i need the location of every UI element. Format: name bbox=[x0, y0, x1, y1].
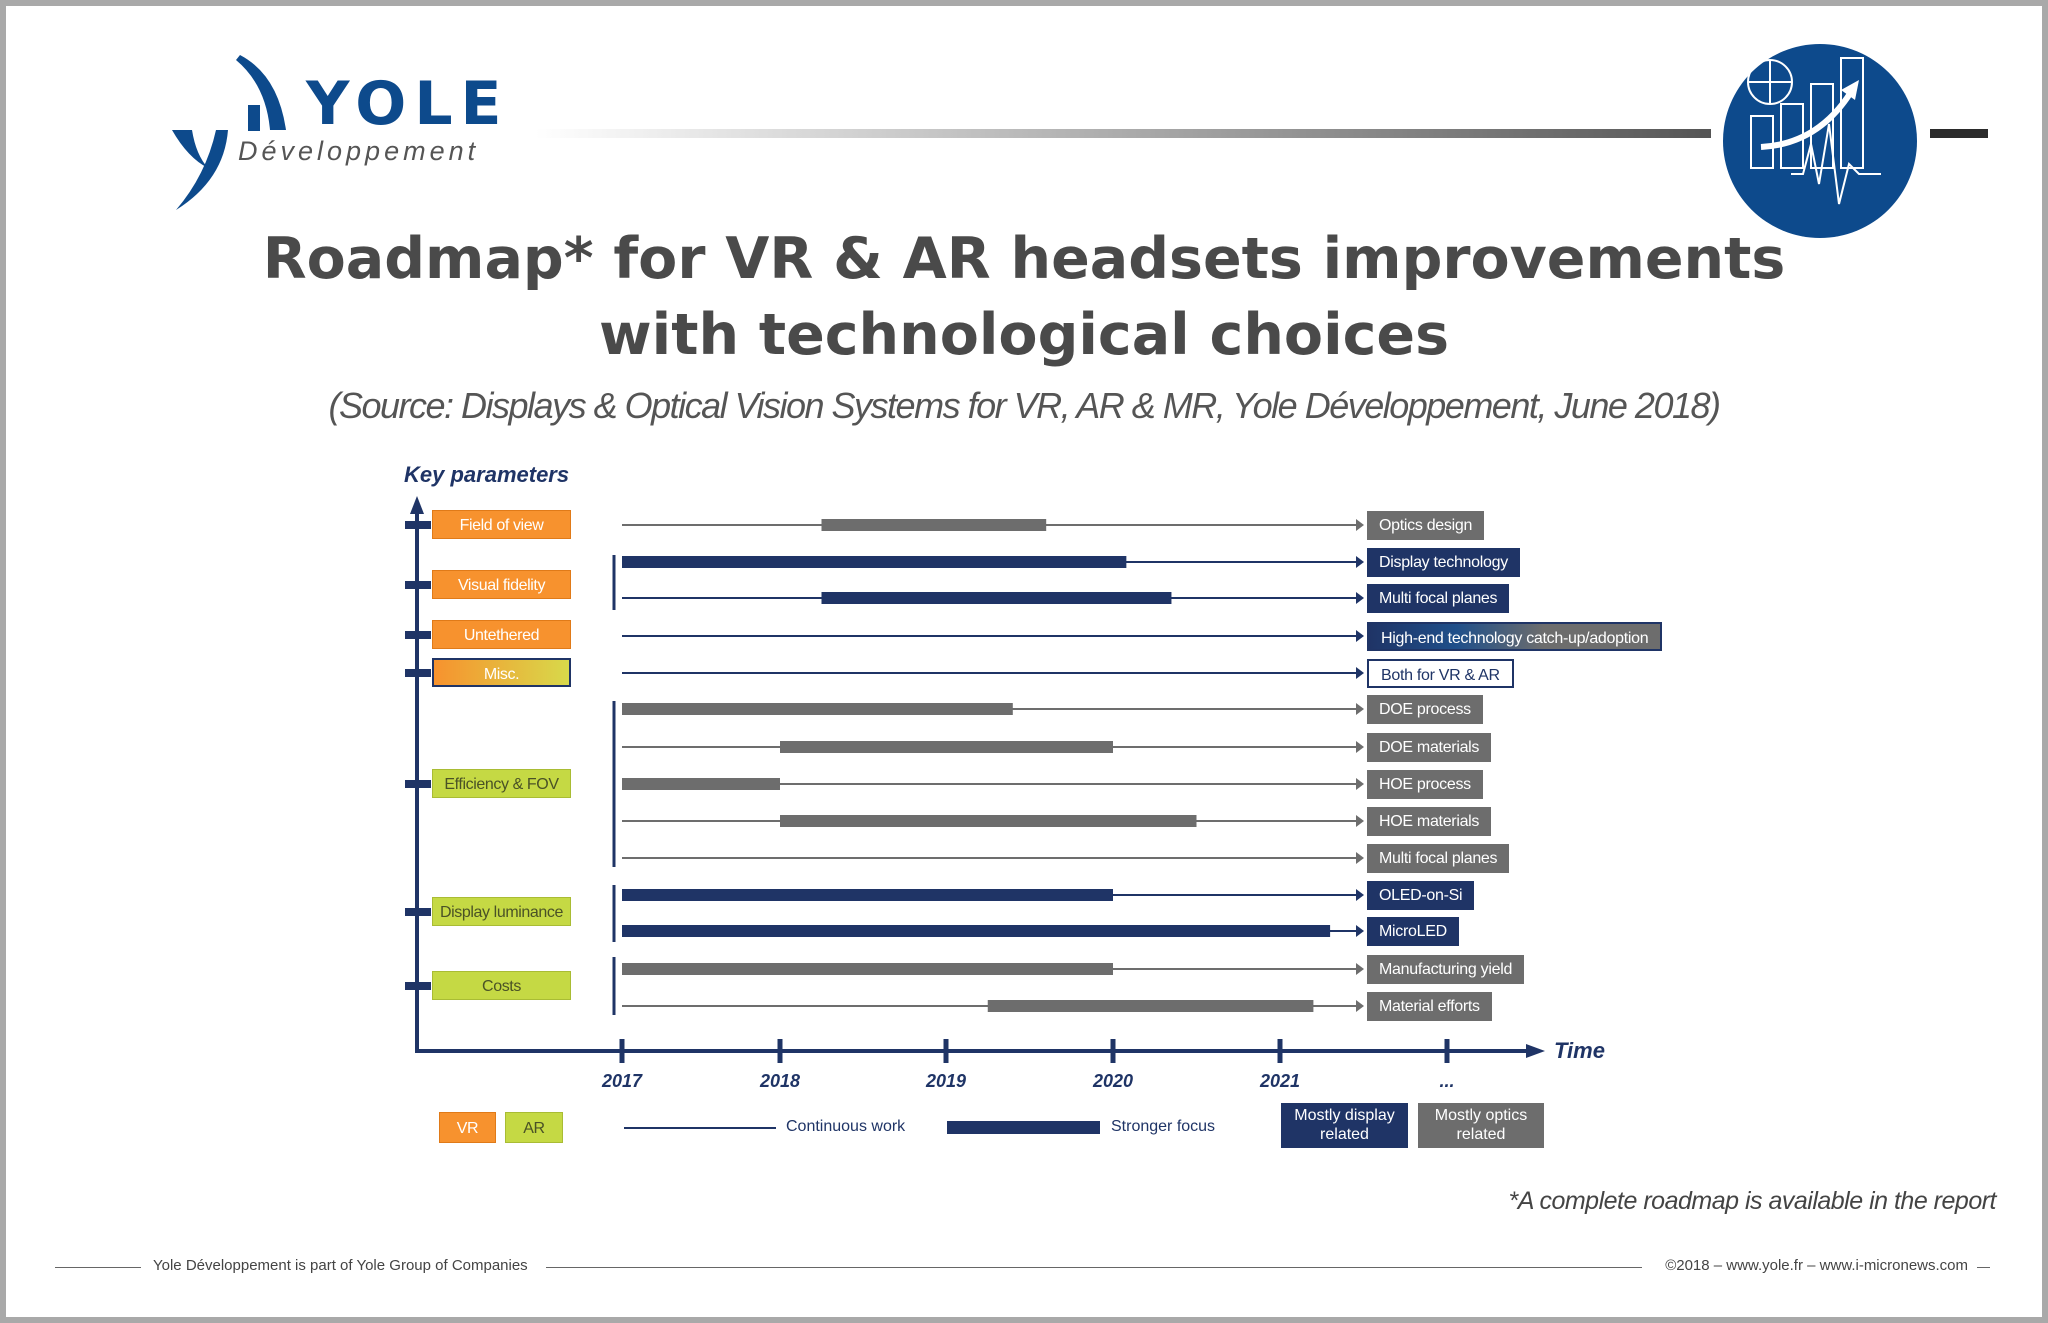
x-tick-label: 2019 bbox=[925, 1071, 967, 1091]
stronger-focus-bar bbox=[622, 963, 1113, 975]
legend-optics-related: Mostly optics related bbox=[1418, 1103, 1544, 1148]
parameter-display-luminance: Display luminance bbox=[432, 897, 571, 926]
row-arrow-icon bbox=[1356, 592, 1364, 604]
row-arrow-icon bbox=[1356, 1000, 1364, 1012]
y-tick bbox=[405, 780, 431, 788]
x-axis-arrow-icon bbox=[1526, 1044, 1545, 1058]
legend-continuous-line bbox=[624, 1127, 776, 1129]
stronger-focus-bar bbox=[622, 925, 1331, 937]
source-citation: (Source: Displays & Optical Vision Syste… bbox=[328, 385, 1721, 426]
parameter-costs: Costs bbox=[432, 971, 571, 1000]
row-arrow-icon bbox=[1356, 815, 1364, 827]
stronger-focus-bar bbox=[780, 815, 1197, 827]
analytics-badge-icon bbox=[1723, 44, 1917, 238]
row-arrow-icon bbox=[1356, 667, 1364, 679]
x-tick-label: ... bbox=[1439, 1071, 1455, 1091]
row-arrow-icon bbox=[1356, 778, 1364, 790]
parameter-untethered: Untethered bbox=[432, 620, 571, 649]
row-label: HOE materials bbox=[1367, 807, 1492, 836]
legend-display-line2: related bbox=[1320, 1126, 1369, 1143]
y-axis-label: Key parameters bbox=[404, 462, 570, 487]
parameter-efficiency-fov: Efficiency & FOV bbox=[432, 769, 571, 798]
x-tick-label: 2018 bbox=[759, 1071, 801, 1091]
row-arrow-icon bbox=[1356, 741, 1364, 753]
row-label: DOE process bbox=[1367, 695, 1483, 724]
row-label: High-end technology catch-up/adoption bbox=[1367, 622, 1663, 651]
footer-rule-middle bbox=[546, 1267, 1642, 1268]
legend-stronger-bar bbox=[947, 1121, 1100, 1134]
stronger-focus-bar bbox=[821, 519, 1047, 531]
row-label: Display technology bbox=[1367, 548, 1520, 577]
stronger-focus-bar bbox=[987, 1000, 1314, 1012]
row-arrow-icon bbox=[1356, 852, 1364, 864]
row-arrow-icon bbox=[1356, 963, 1364, 975]
stronger-focus-bar bbox=[821, 592, 1172, 604]
row-label: Optics design bbox=[1367, 511, 1485, 540]
row-label: OLED-on-Si bbox=[1367, 881, 1475, 910]
footer-rule-right bbox=[1977, 1267, 1990, 1268]
stronger-focus-bar bbox=[622, 889, 1113, 901]
legend-optics-line2: related bbox=[1456, 1126, 1506, 1143]
y-tick bbox=[405, 669, 431, 677]
legend-display-line1: Mostly display bbox=[1294, 1107, 1395, 1124]
stronger-focus-bar bbox=[780, 741, 1113, 753]
parameter-field-of-view: Field of view bbox=[432, 510, 571, 539]
row-arrow-icon bbox=[1356, 630, 1364, 642]
x-axis-label: Time bbox=[1554, 1038, 1605, 1063]
legend-optics-line1: Mostly optics bbox=[1434, 1107, 1528, 1124]
row-label: Manufacturing yield bbox=[1367, 955, 1525, 984]
row-label: DOE materials bbox=[1367, 733, 1492, 762]
y-tick bbox=[405, 982, 431, 990]
x-tick-label: 2021 bbox=[1259, 1071, 1301, 1091]
x-tick-label: 2020 bbox=[1092, 1071, 1134, 1091]
stronger-focus-bar bbox=[622, 703, 1013, 715]
stronger-focus-bar bbox=[622, 556, 1127, 568]
legend-stronger-label: Stronger focus bbox=[1111, 1118, 1216, 1135]
logo-sub: Développement bbox=[238, 136, 480, 166]
legend-vr: VR bbox=[439, 1112, 496, 1143]
row-arrow-icon bbox=[1356, 889, 1364, 901]
yole-logo: YOLE Développement bbox=[168, 50, 502, 215]
y-tick bbox=[405, 581, 431, 589]
row-arrow-icon bbox=[1356, 703, 1364, 715]
x-tick-label: 2017 bbox=[601, 1071, 643, 1091]
footer-right: ©2018 – www.yole.fr – www.i-micronews.co… bbox=[1665, 1257, 1968, 1274]
title-line-1: Roadmap* for VR & AR headsets improvemen… bbox=[262, 226, 1786, 292]
parameter-misc: Misc. bbox=[432, 658, 571, 687]
row-arrow-icon bbox=[1356, 556, 1364, 568]
y-tick bbox=[405, 521, 431, 529]
row-label: Material efforts bbox=[1367, 992, 1492, 1021]
parameter-visual-fidelity: Visual fidelity bbox=[432, 570, 571, 599]
y-tick bbox=[405, 631, 431, 639]
row-arrow-icon bbox=[1356, 519, 1364, 531]
row-arrow-icon bbox=[1356, 925, 1364, 937]
yole-logo-mark bbox=[172, 55, 286, 210]
y-axis-arrow-icon bbox=[410, 496, 424, 514]
logo-brand: YOLE bbox=[306, 69, 510, 139]
legend-ar: AR bbox=[505, 1112, 563, 1143]
header-rule bbox=[535, 129, 1711, 138]
row-label: Multi focal planes bbox=[1367, 844, 1510, 873]
y-tick bbox=[405, 908, 431, 916]
stronger-focus-bar bbox=[622, 778, 780, 790]
row-label: MicroLED bbox=[1367, 917, 1459, 946]
row-label: HOE process bbox=[1367, 770, 1483, 799]
footnote: *A complete roadmap is available in the … bbox=[1508, 1187, 1997, 1215]
row-label: Multi focal planes bbox=[1367, 584, 1510, 613]
title-line-2: with technological choices bbox=[599, 302, 1449, 368]
row-label: Both for VR & AR bbox=[1367, 659, 1514, 688]
legend-display-related: Mostly display related bbox=[1281, 1103, 1408, 1148]
footer-left: Yole Développement is part of Yole Group… bbox=[153, 1257, 528, 1274]
legend-continuous-label: Continuous work bbox=[786, 1118, 906, 1135]
footer-rule-left bbox=[55, 1267, 141, 1268]
header-rule-right bbox=[1930, 129, 1988, 138]
